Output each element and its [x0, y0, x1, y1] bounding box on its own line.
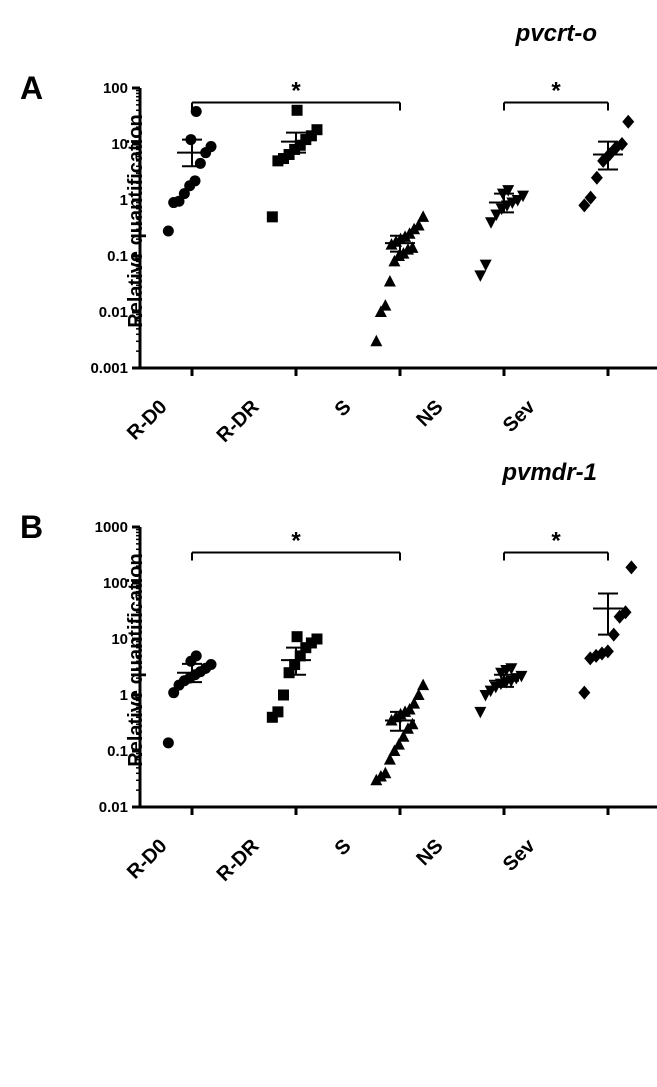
x-category-label: R-DR: [206, 396, 265, 455]
svg-text:0.001: 0.001: [90, 360, 128, 377]
ylabel-a: Relative quantification: [125, 114, 148, 327]
svg-text:*: *: [551, 78, 561, 105]
x-category-label: R-D0: [114, 835, 173, 894]
x-category-label: S: [298, 835, 357, 894]
figure: A pvcrt-o Relative quantification 0.001 0…: [20, 20, 637, 858]
svg-text:*: *: [291, 78, 301, 105]
xlabels-b: R-D0R-DRSNSSev: [20, 835, 540, 858]
x-category-label: Sev: [482, 835, 541, 894]
x-category-label: R-D0: [114, 396, 173, 455]
panel-a: A pvcrt-o Relative quantification 0.001 0…: [20, 20, 637, 419]
x-category-label: NS: [390, 835, 449, 894]
panel-b: B pvmdr-1 Relative quantification 0.010.…: [20, 459, 637, 858]
scatter-plot-a: 0.0010.010.1110100**: [80, 53, 657, 383]
x-category-label: NS: [390, 396, 449, 455]
panel-a-label: A: [20, 70, 43, 107]
plot-a-wrap: Relative quantification 0.0010.010.11101…: [80, 53, 620, 388]
plot-b-wrap: Relative quantification 0.010.1110100100…: [80, 492, 620, 827]
x-category-label: S: [298, 396, 357, 455]
scatter-plot-b: 0.010.11101001000**: [80, 492, 657, 822]
svg-text:0.01: 0.01: [99, 304, 128, 321]
svg-text:1000: 1000: [95, 519, 128, 536]
svg-text:0.01: 0.01: [99, 799, 128, 816]
x-category-label: Sev: [482, 396, 541, 455]
xlabels-a: R-D0R-DRSNSSev: [20, 396, 540, 419]
x-category-label: R-DR: [206, 835, 265, 894]
panel-b-label: B: [20, 509, 43, 546]
svg-text:*: *: [291, 528, 301, 555]
panel-a-title: pvcrt-o: [20, 20, 637, 48]
ylabel-b: Relative quantification: [125, 553, 148, 766]
svg-text:*: *: [551, 528, 561, 555]
panel-b-title: pvmdr-1: [20, 459, 637, 487]
svg-text:100: 100: [103, 80, 128, 97]
